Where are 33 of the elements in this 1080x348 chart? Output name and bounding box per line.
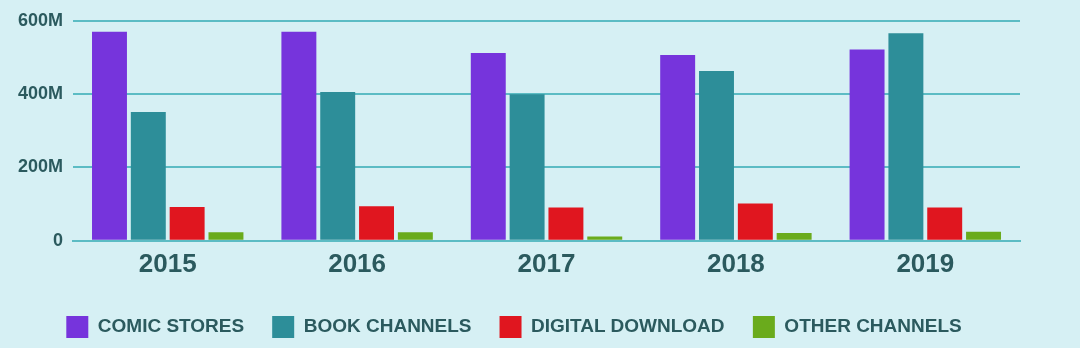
y-tick-label: 0 bbox=[53, 229, 64, 250]
legend-label: BOOK CHANNELS bbox=[303, 315, 472, 337]
bar bbox=[208, 232, 244, 240]
bar bbox=[548, 207, 584, 240]
bar bbox=[927, 207, 963, 240]
x-tick-label: 2018 bbox=[706, 247, 765, 278]
bar bbox=[397, 232, 433, 240]
bar bbox=[359, 206, 394, 240]
x-tick-label: 2019 bbox=[896, 247, 955, 278]
x-tick-label: 2016 bbox=[328, 247, 387, 278]
bar bbox=[737, 203, 773, 240]
legend-label: OTHER CHANNELS bbox=[784, 315, 962, 337]
bar bbox=[699, 71, 734, 240]
bar bbox=[130, 112, 166, 240]
bar bbox=[509, 94, 545, 240]
bar bbox=[849, 49, 885, 240]
bar bbox=[320, 91, 356, 240]
bar bbox=[660, 54, 696, 240]
legend-label: DIGITAL DOWNLOAD bbox=[531, 315, 725, 337]
legend-label: COMIC STORES bbox=[97, 315, 245, 337]
y-tick-label: 200M bbox=[18, 156, 64, 177]
bar bbox=[966, 231, 1002, 240]
bar bbox=[92, 31, 127, 240]
bar bbox=[169, 207, 205, 240]
y-tick-label: 600M bbox=[18, 9, 64, 30]
y-tick-label: 400M bbox=[18, 83, 64, 104]
bar bbox=[888, 33, 924, 240]
x-tick-label: 2017 bbox=[517, 247, 576, 278]
bar bbox=[281, 31, 317, 240]
bar bbox=[470, 53, 506, 240]
x-tick-label: 2015 bbox=[138, 247, 197, 278]
bar bbox=[587, 236, 623, 240]
bar bbox=[776, 233, 812, 240]
